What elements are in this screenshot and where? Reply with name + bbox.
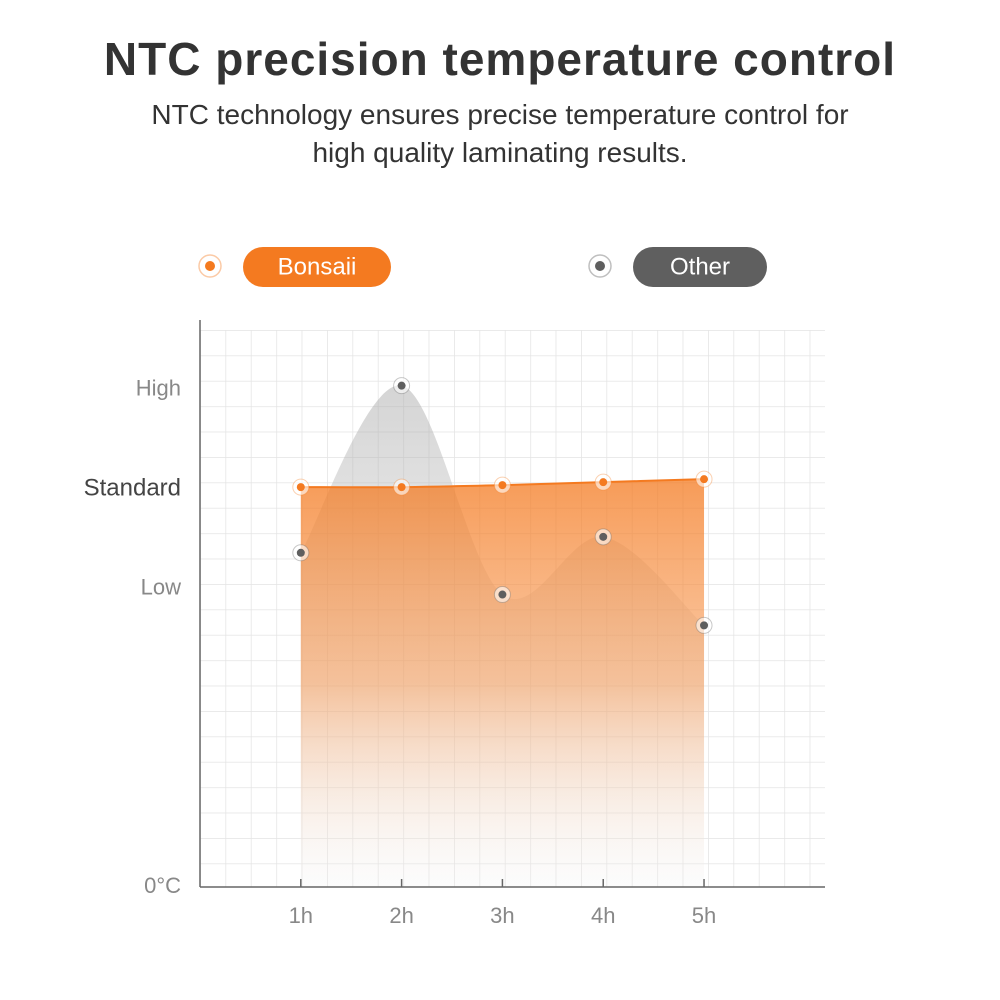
x-tick-label: 5h <box>692 903 716 928</box>
legend-pill <box>633 247 767 287</box>
y-tick-label: 0°C <box>144 873 181 898</box>
point <box>599 532 608 541</box>
point <box>397 381 406 390</box>
point <box>498 590 507 599</box>
point <box>700 621 709 630</box>
point <box>397 483 406 492</box>
x-tick-label: 2h <box>389 903 413 928</box>
subtitle: NTC technology ensures precise temperatu… <box>151 99 849 168</box>
y-tick-label: Standard <box>84 474 181 501</box>
x-tick-label: 3h <box>490 903 514 928</box>
plot <box>292 377 713 887</box>
point <box>296 483 305 492</box>
legend-marker <box>595 261 605 271</box>
legend-label: Other <box>670 253 730 280</box>
point <box>296 548 305 557</box>
point <box>498 481 507 490</box>
legend-marker <box>205 261 215 271</box>
legend-pill <box>243 247 391 287</box>
y-tick-label: High <box>136 375 181 400</box>
point <box>599 478 608 487</box>
y-tick-label: Low <box>141 574 181 599</box>
area <box>300 479 705 887</box>
point <box>700 475 709 484</box>
legend-label: Bonsaii <box>278 253 357 280</box>
x-tick-label: 1h <box>289 903 313 928</box>
x-tick-label: 4h <box>591 903 615 928</box>
title: NTC precision temperature control <box>103 33 897 85</box>
